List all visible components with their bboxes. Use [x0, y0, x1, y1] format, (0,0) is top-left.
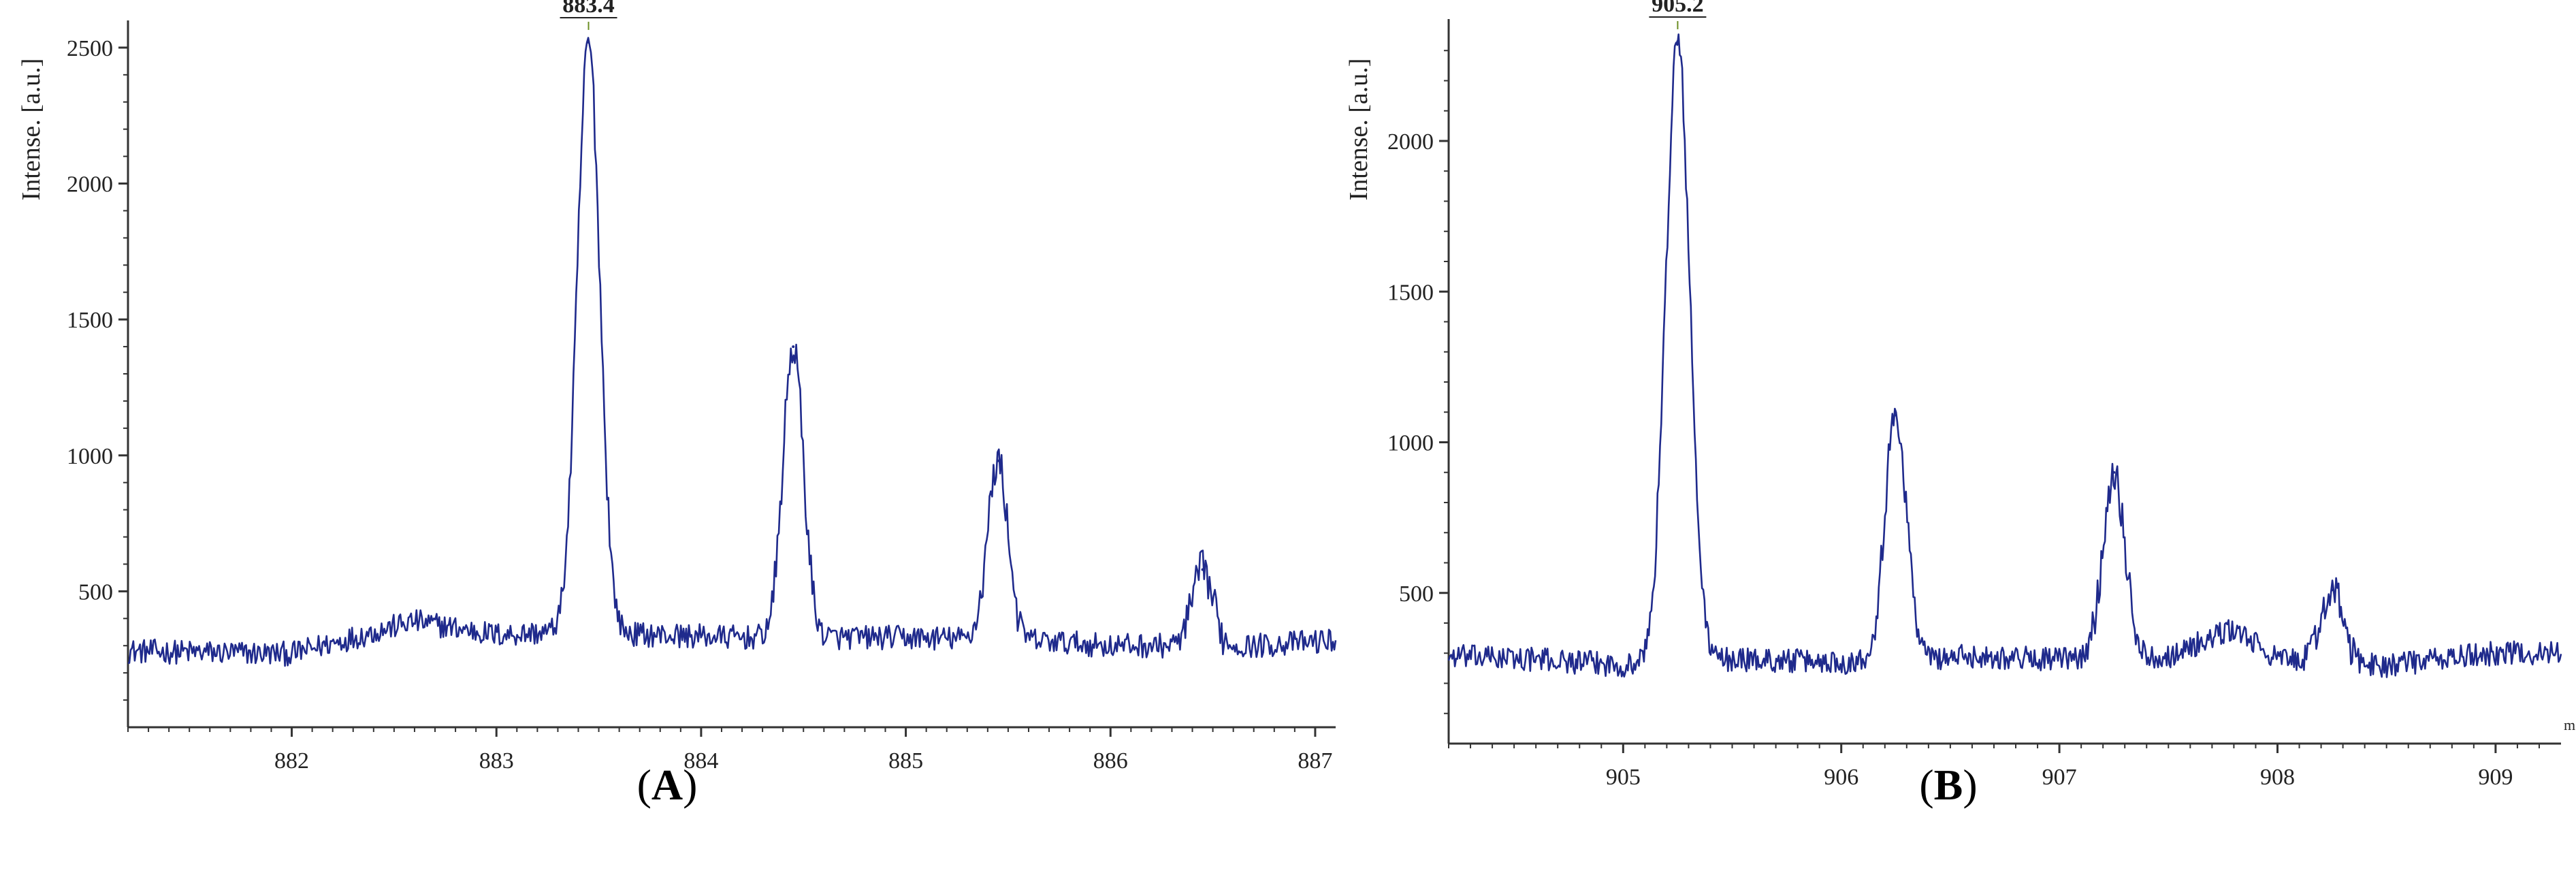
x-tick-label: 887	[1298, 748, 1332, 774]
axes-b: 500 1000 1500 2000 905 906 907 908 909	[1387, 19, 2561, 790]
x-tick-label: 909	[2478, 765, 2513, 790]
x-tick-label: 885	[888, 748, 923, 774]
peak-label: 905.2	[1652, 0, 1704, 17]
x-tick-label: 886	[1093, 748, 1128, 774]
peak-apex-point	[1894, 413, 1897, 417]
x-tick-label: 907	[2042, 765, 2077, 790]
peak-apex-point	[996, 459, 999, 462]
peak-labels-b: 905.2	[1649, 0, 1707, 29]
spectrum-trace	[1447, 33, 2562, 678]
peak-apex-point	[587, 40, 590, 44]
y-tick-label: 1000	[67, 444, 113, 469]
chart-b: Intense. [a.u.] 500 1000 1500 2000 905 906 907…	[1345, 0, 2562, 790]
chart-a: Intense. [a.u.] 500 1000 1500 2000 2500 882 88…	[17, 0, 1337, 774]
y-tick-label: 2500	[67, 36, 113, 61]
trace-layer-a	[127, 37, 1337, 667]
peak-apex-point	[1676, 39, 1679, 43]
peak-apex-point	[2330, 588, 2334, 592]
y-tick-label: 2000	[1387, 129, 1434, 155]
y-tick-label: 500	[78, 579, 113, 605]
x-tick-label: 908	[2260, 765, 2295, 790]
y-tick-label: 1500	[1387, 280, 1434, 305]
x-unit-fragment: m	[2564, 716, 2575, 733]
y-tick-label: 2000	[67, 172, 113, 197]
x-tick-label: 882	[274, 748, 309, 774]
y-tick-label: 1000	[1387, 431, 1434, 456]
spectrum-trace	[127, 37, 1337, 667]
peak-apex-point	[1201, 568, 1204, 571]
peak-labels-a: 883.4	[560, 0, 617, 30]
x-tick-label: 906	[1824, 765, 1858, 790]
y-axis-label-b: Intense. [a.u.]	[1345, 59, 1373, 201]
axes-a: 500 1000 1500 2000 2500 882 883 884 885 886 887	[67, 20, 1336, 774]
panel-label-b: (B)	[1919, 761, 1977, 809]
x-tick-label: 884	[683, 748, 718, 774]
y-tick-label: 1500	[67, 308, 113, 333]
panel-label-a: (A)	[637, 761, 698, 809]
trace-layer-b	[1447, 33, 2562, 678]
peak-apex-point	[2112, 471, 2116, 474]
y-axis-label-a: Intense. [a.u.]	[17, 59, 46, 201]
y-tick-label: 500	[1399, 582, 1434, 607]
peak-apex-point	[792, 345, 795, 349]
x-tick-label: 905	[1606, 765, 1641, 790]
x-tick-label: 883	[479, 748, 514, 774]
peak-label: 883.4	[562, 0, 615, 18]
